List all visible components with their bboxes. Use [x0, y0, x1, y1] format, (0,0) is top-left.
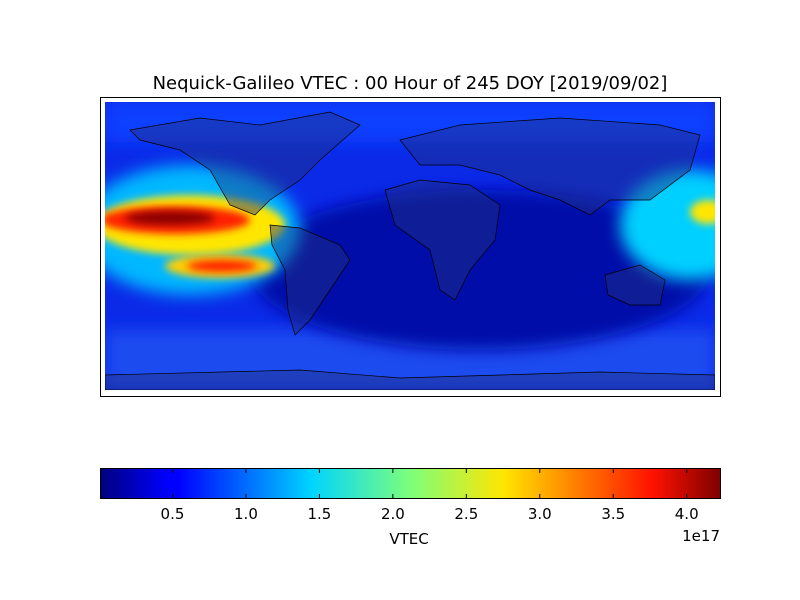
colorbar-label: VTEC: [389, 530, 428, 548]
colorbar: [100, 468, 721, 499]
colorbar-tick-label: 1.5: [307, 505, 331, 523]
vtec-map: [105, 102, 715, 390]
colorbar-tick-label: 1.0: [234, 505, 258, 523]
colorbar-tick-label: 0.5: [161, 505, 185, 523]
colorbar-tick-label: 3.5: [601, 505, 625, 523]
colorbar-tick-label: 3.0: [528, 505, 552, 523]
colorbar-offset: 1e17: [682, 527, 720, 545]
colorbar-tick-label: 2.0: [381, 505, 405, 523]
continents: [105, 111, 715, 390]
colorbar-tick-label: 4.0: [675, 505, 699, 523]
colorbar-ticks: 0.5 1.0 1.5 2.0 2.5 3.0 3.5 4.0: [161, 468, 699, 523]
colorbar-tick-label: 2.5: [454, 505, 478, 523]
map-title: Nequick-Galileo VTEC : 00 Hour of 245 DO…: [153, 73, 668, 94]
